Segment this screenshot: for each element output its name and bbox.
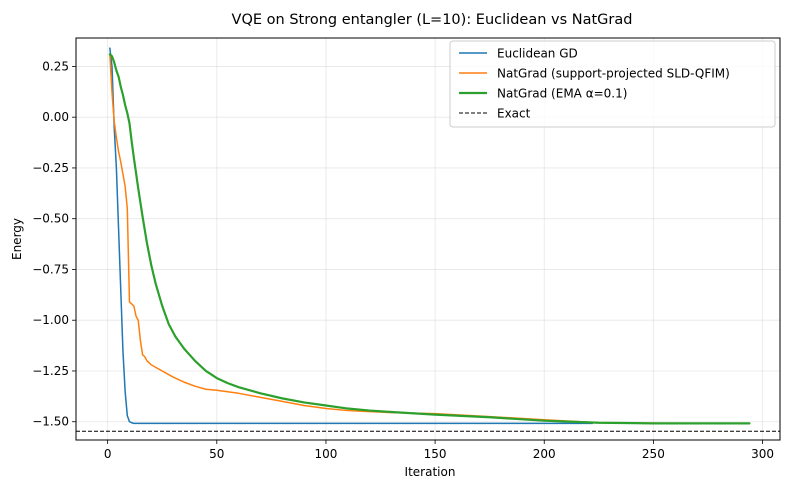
x-axis-label: Iteration	[405, 465, 456, 479]
y-axis-label: Energy	[10, 218, 24, 260]
axes: 0 50 100 150 200 250 300 −1.50 −1.25 −1.00 −0.75 −0…	[32, 59, 774, 461]
x-tick-label: 0	[104, 447, 112, 461]
legend-label-natgrad-qfim: NatGrad (support-projected SLD-QFIM)	[497, 67, 730, 81]
y-tick-label: −0.25	[32, 161, 69, 175]
legend-label-exact: Exact	[497, 107, 531, 121]
x-tick-label: 250	[642, 447, 665, 461]
legend: Euclidean GD NatGrad (support-projected …	[449, 40, 776, 128]
x-tick-label: 50	[209, 447, 224, 461]
legend-box	[449, 40, 776, 128]
x-tick-label: 150	[424, 447, 447, 461]
series-lines	[76, 47, 780, 432]
y-tick-label: −0.75	[32, 262, 69, 276]
y-tick-label: −1.25	[32, 364, 69, 378]
plot-frame	[75, 37, 781, 441]
grid-lines	[76, 38, 780, 440]
x-tick-label: 100	[314, 447, 337, 461]
series-natgrad-ema	[108, 53, 751, 425]
y-tick-label: 0.25	[42, 59, 69, 73]
x-tick-label: 200	[533, 447, 556, 461]
y-tick-label: −1.00	[32, 313, 69, 327]
legend-label-natgrad-ema: NatGrad (EMA α=0.1)	[497, 87, 627, 101]
y-tick-label: 0.00	[42, 110, 69, 124]
series-euclidean-gd	[109, 47, 594, 425]
chart-title: VQE on Strong entangler (L=10): Euclidea…	[232, 12, 633, 28]
y-tick-label: −0.50	[32, 212, 69, 226]
legend-label-euclidean: Euclidean GD	[497, 47, 578, 61]
y-tick-label: −1.50	[32, 415, 69, 429]
x-tick-label: 300	[751, 447, 774, 461]
